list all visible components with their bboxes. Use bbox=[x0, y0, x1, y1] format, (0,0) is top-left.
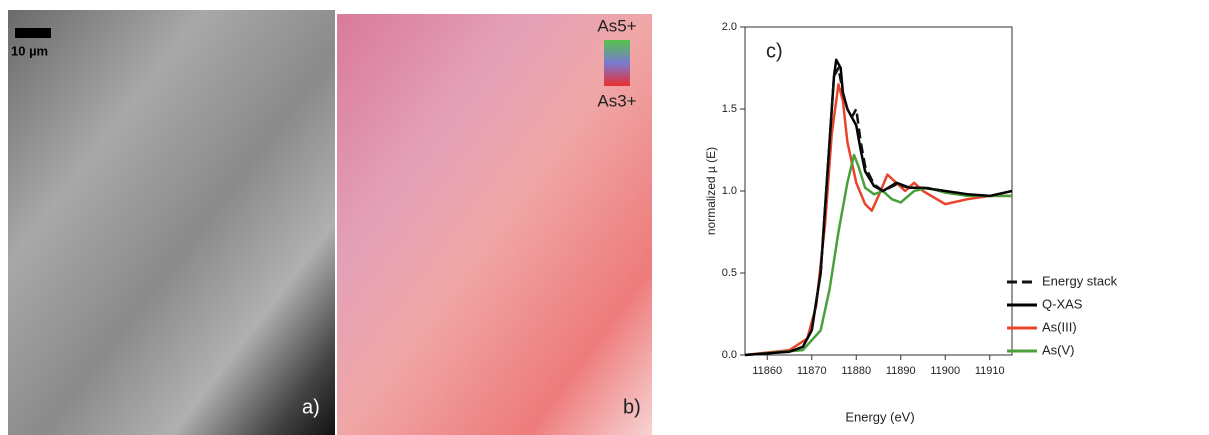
color-scale-top: As5+ bbox=[597, 16, 636, 35]
y-tick-label: 0.0 bbox=[722, 349, 737, 361]
series-line bbox=[744, 153, 1012, 357]
x-tick-label: 11900 bbox=[930, 365, 960, 377]
legend-label: As(III) bbox=[1042, 319, 1077, 334]
micrograph bbox=[8, 10, 335, 435]
color-scale-bottom: As3+ bbox=[597, 91, 636, 110]
x-tick-label: 11860 bbox=[752, 365, 782, 377]
color-scale bbox=[604, 40, 630, 86]
panel-label: b) bbox=[623, 396, 641, 418]
oxidation-map bbox=[337, 14, 652, 435]
x-tick-label: 11880 bbox=[841, 365, 871, 377]
y-tick-label: 0.5 bbox=[722, 267, 737, 279]
series-line bbox=[744, 58, 1013, 357]
plot-frame bbox=[744, 26, 1013, 356]
panel-label: a) bbox=[302, 396, 320, 418]
legend-label: Q-XAS bbox=[1042, 296, 1083, 311]
legend-label: As(V) bbox=[1042, 342, 1075, 357]
y-tick-label: 2.0 bbox=[722, 21, 737, 33]
y-tick-label: 1.5 bbox=[722, 103, 737, 115]
x-axis-label: Energy (eV) bbox=[845, 409, 914, 424]
series-line bbox=[744, 83, 1012, 357]
scale-bar-label: 10 µm bbox=[11, 43, 48, 58]
series-line bbox=[810, 66, 946, 331]
x-tick-label: 11870 bbox=[797, 365, 827, 377]
x-tick-label: 11910 bbox=[975, 365, 1005, 377]
y-axis-label: normalized µ (E) bbox=[704, 147, 718, 235]
scale-bar bbox=[15, 28, 51, 38]
y-tick-label: 1.0 bbox=[722, 185, 737, 197]
legend-label: Energy stack bbox=[1042, 273, 1118, 288]
x-tick-label: 11890 bbox=[886, 365, 916, 377]
panel-label: c) bbox=[766, 40, 783, 62]
